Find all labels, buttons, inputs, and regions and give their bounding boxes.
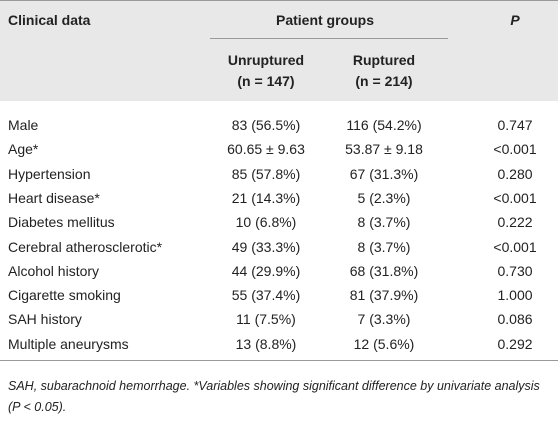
column-header: P: [510, 12, 520, 28]
table-cell: 0.086: [497, 311, 533, 328]
table-cell: 21 (14.3%): [231, 189, 301, 206]
table-cell: 12 (5.6%): [353, 335, 415, 352]
subheader-n: (n = 147): [237, 73, 295, 89]
table-cell: 0.222: [497, 214, 533, 231]
table-cell: <0.001: [493, 238, 537, 255]
table-cell: 81 (37.9%): [349, 287, 419, 304]
table-cell: 44 (29.9%): [231, 262, 301, 279]
table-cell: 8 (3.7%): [357, 238, 411, 255]
bottom-rule: [0, 360, 558, 361]
table-cell: 0.730: [497, 262, 533, 279]
column-header: Clinical data: [8, 12, 91, 28]
table-cell: 0.280: [497, 165, 533, 182]
table-cell: 60.65 ± 9.63: [227, 141, 305, 158]
row-label: Hypertension: [8, 165, 91, 182]
table-cell: 116 (54.2%): [346, 117, 422, 133]
footnote: SAH, subarachnoid hemorrhage. *Variables…: [8, 379, 540, 414]
table-cell: 7 (3.3%): [357, 311, 411, 328]
row-label: Heart disease*: [8, 189, 100, 206]
row-label: Alcohol history: [8, 262, 100, 279]
table-cell: 0.747: [497, 117, 533, 133]
column-group-header: Patient groups: [275, 12, 375, 28]
group-rule: [210, 38, 448, 39]
row-label: Male: [8, 117, 39, 133]
table-cell: 49 (33.3%): [231, 238, 301, 255]
row-label: Cerebral atherosclerotic*: [8, 238, 163, 255]
table-cell: 53.87 ± 9.18: [345, 141, 423, 158]
header-band: [0, 0, 558, 101]
subheader: Ruptured: [352, 52, 416, 68]
table-cell: 0.292: [497, 335, 533, 352]
table-cell: 68 (31.8%): [349, 262, 419, 279]
subheader: Unruptured: [227, 52, 305, 68]
table-cell: 8 (3.7%): [357, 214, 411, 231]
table-cell: 13 (8.8%): [235, 335, 297, 352]
row-label: Age*: [8, 141, 39, 158]
subheader-n: (n = 214): [355, 73, 413, 89]
table-cell: 85 (57.8%): [231, 165, 301, 182]
table-cell: 83 (56.5%): [231, 117, 301, 133]
table-cell: 5 (2.3%): [357, 189, 411, 206]
table-cell: 10 (6.8%): [235, 214, 297, 231]
row-label: Cigarette smoking: [8, 287, 121, 304]
table-cell: <0.001: [493, 141, 537, 158]
table-cell: <0.001: [493, 189, 537, 206]
table-cell: 55 (37.4%): [231, 287, 301, 304]
row-label: SAH history: [8, 311, 82, 328]
row-label: Multiple aneurysms: [8, 335, 129, 352]
table-cell: 67 (31.3%): [349, 165, 419, 182]
row-label: Diabetes mellitus: [8, 214, 115, 231]
table-cell: 1.000: [497, 287, 533, 304]
table-cell: 11 (7.5%): [236, 311, 296, 328]
